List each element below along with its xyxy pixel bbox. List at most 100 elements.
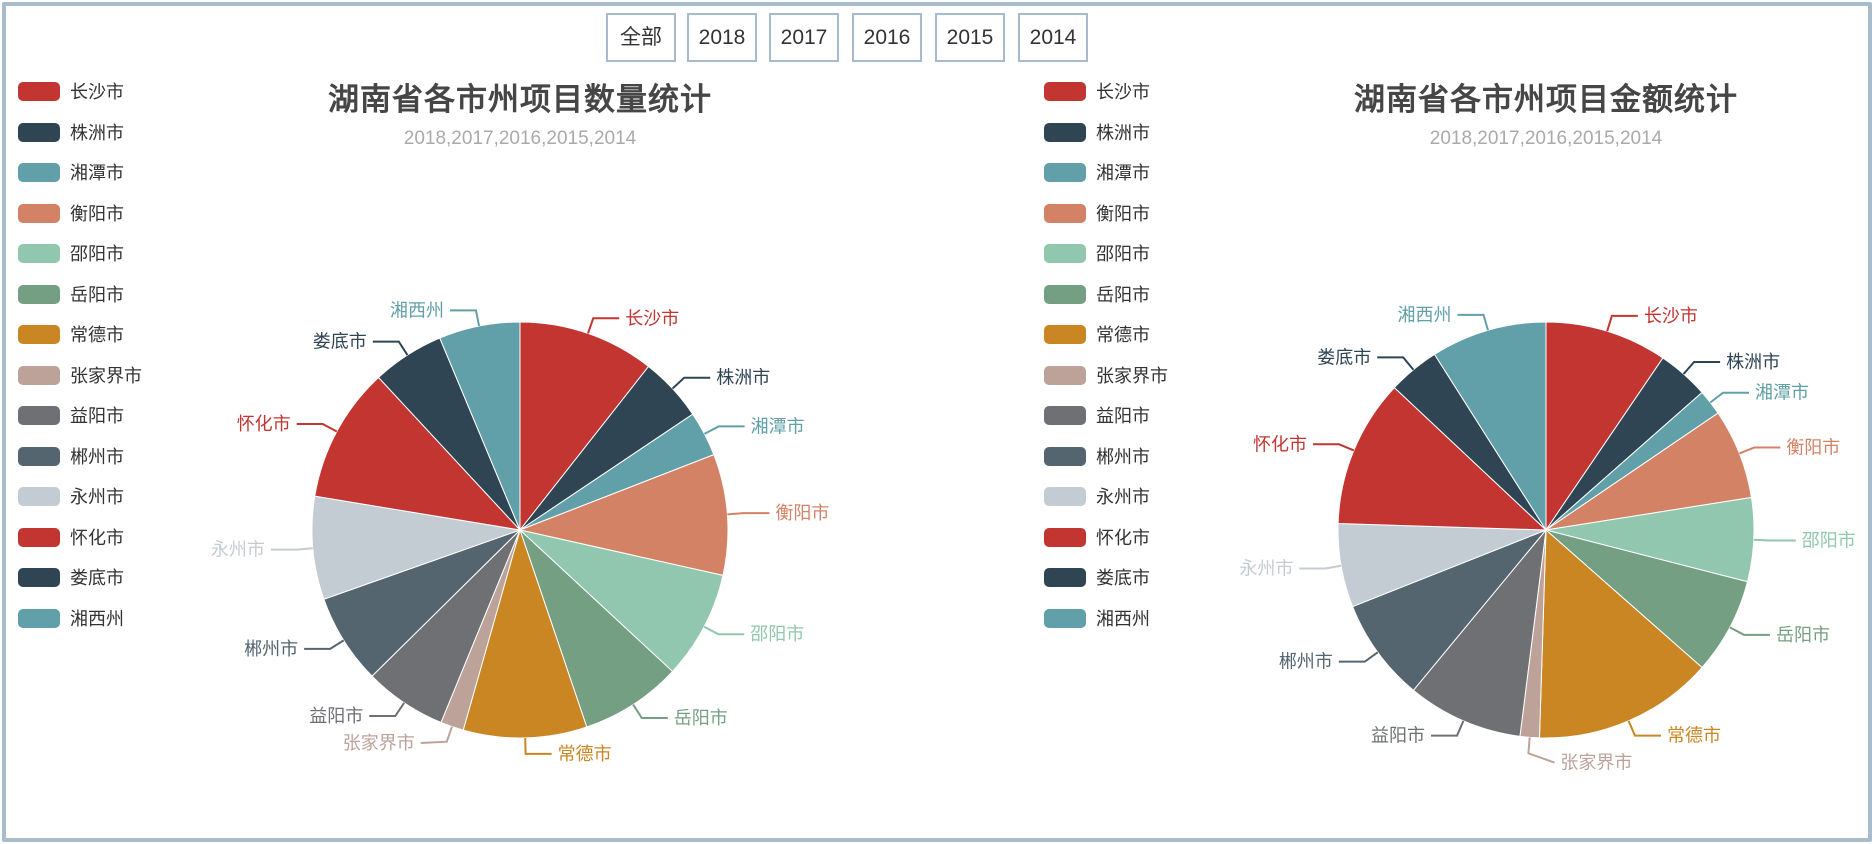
legend-color-chip bbox=[18, 446, 60, 466]
legend-color-chip bbox=[1044, 446, 1086, 466]
legend-color-chip bbox=[1044, 568, 1086, 587]
legend-label: 益阳市 bbox=[1096, 406, 1150, 426]
pie-label-line bbox=[1709, 391, 1749, 404]
pie-slice-label: 郴州市 bbox=[1279, 652, 1333, 672]
pie-label-line bbox=[1627, 720, 1661, 737]
pie-slice-label: 长沙市 bbox=[1644, 306, 1698, 326]
pie-slice-label: 衡阳市 bbox=[775, 503, 829, 523]
filter-button-2018[interactable]: 2018 bbox=[687, 13, 757, 62]
legend-label: 岳阳市 bbox=[70, 284, 124, 305]
pie-slice-label: 怀化市 bbox=[237, 414, 291, 434]
legend-label: 长沙市 bbox=[1096, 82, 1150, 102]
pie-slice-label: 张家界市 bbox=[343, 733, 415, 753]
legend-label: 株洲市 bbox=[1096, 122, 1150, 143]
pie-label-line bbox=[369, 702, 406, 718]
pie-label-line bbox=[1338, 651, 1379, 663]
pie-slice-label: 益阳市 bbox=[309, 706, 363, 726]
legend-color-chip bbox=[18, 82, 60, 101]
legend-color-chip bbox=[18, 244, 60, 263]
legend-label: 永州市 bbox=[1096, 487, 1150, 507]
filter-button-2015[interactable]: 2015 bbox=[935, 13, 1005, 62]
pie-label-line bbox=[703, 425, 745, 435]
pie-slice-label: 湘西州 bbox=[390, 300, 444, 320]
pie-slice-1-11[interactable] bbox=[1337, 386, 1548, 531]
legend-label: 长沙市 bbox=[70, 82, 124, 102]
legend-color-chip bbox=[18, 487, 60, 506]
pie-slice-1-9[interactable] bbox=[1351, 529, 1547, 691]
legend-label: 湘西州 bbox=[1096, 608, 1150, 629]
pie-slice-label: 岳阳市 bbox=[674, 708, 728, 728]
pie-slice-label: 常德市 bbox=[1667, 726, 1721, 746]
legend-label: 常德市 bbox=[1096, 325, 1150, 345]
legend-label: 岳阳市 bbox=[1096, 284, 1150, 305]
pie-label-line bbox=[449, 309, 481, 327]
pie-slice-label: 株洲市 bbox=[716, 368, 770, 388]
pie-label-line bbox=[1606, 314, 1638, 332]
pie-slice-label: 衡阳市 bbox=[1786, 438, 1840, 458]
legend-color-chip bbox=[1044, 203, 1086, 223]
pie-slice-1-0[interactable] bbox=[1545, 321, 1664, 532]
legend-label: 邵阳市 bbox=[1096, 244, 1150, 264]
legend-color-chip bbox=[18, 406, 60, 425]
pie-slice-label: 郴州市 bbox=[244, 639, 298, 659]
legend-color-chip bbox=[18, 365, 60, 385]
legend-label: 湘潭市 bbox=[70, 163, 124, 183]
legend-label: 郴州市 bbox=[1096, 446, 1150, 467]
legend-color-chip bbox=[1044, 163, 1086, 182]
pie-slice-label: 邵阳市 bbox=[750, 624, 804, 644]
filter-button-2016[interactable]: 2016 bbox=[852, 13, 922, 62]
legend-label: 常德市 bbox=[70, 325, 124, 345]
pie-label-line bbox=[1527, 737, 1555, 764]
pie-slice-label: 邵阳市 bbox=[1802, 531, 1856, 551]
legend-label: 张家界市 bbox=[1096, 365, 1168, 386]
legend-color-chip bbox=[1044, 487, 1086, 506]
pie-slice-0-5[interactable] bbox=[519, 529, 674, 728]
pie-slice-label: 岳阳市 bbox=[1776, 625, 1830, 645]
legend-label: 娄底市 bbox=[1096, 568, 1150, 588]
pie-label-line bbox=[1313, 443, 1355, 452]
legend-label: 怀化市 bbox=[1096, 527, 1150, 548]
legend-color-chip bbox=[1044, 122, 1086, 142]
pie-slice-label: 永州市 bbox=[1239, 559, 1293, 579]
legend-label: 湘西州 bbox=[70, 608, 124, 629]
pie-label-line bbox=[524, 737, 552, 755]
legend-label: 郴州市 bbox=[70, 446, 124, 467]
pie-slice-label: 娄底市 bbox=[1317, 347, 1371, 367]
pie-slice-label: 益阳市 bbox=[1371, 726, 1425, 746]
legend-color-chip bbox=[1044, 244, 1086, 263]
legend-label: 衡阳市 bbox=[70, 203, 124, 224]
legend-label: 衡阳市 bbox=[1096, 203, 1150, 224]
pie-slice-0-6[interactable] bbox=[462, 528, 588, 739]
pie-slice-label: 怀化市 bbox=[1253, 434, 1307, 454]
legend-color-chip bbox=[1044, 325, 1086, 344]
pie-label-line bbox=[420, 726, 453, 745]
filter-button-2017[interactable]: 2017 bbox=[769, 13, 839, 62]
pie-label-line bbox=[1729, 626, 1770, 636]
pie-label-line bbox=[1299, 564, 1342, 570]
legend-color-chip bbox=[18, 284, 60, 304]
filter-button-2014[interactable]: 2014 bbox=[1018, 13, 1088, 62]
pie-label-line bbox=[671, 376, 711, 390]
pie-label-line bbox=[1739, 446, 1781, 455]
pie-slice-label: 娄底市 bbox=[313, 332, 367, 352]
pie-slice-label: 湘西州 bbox=[1398, 305, 1452, 325]
legend-label: 邵阳市 bbox=[70, 244, 124, 264]
legend-color-chip bbox=[1044, 82, 1086, 101]
pie-slice-1-8[interactable] bbox=[1412, 528, 1547, 737]
pie-label-line bbox=[632, 704, 668, 719]
legend-label: 益阳市 bbox=[70, 406, 124, 426]
legend-color-chip bbox=[1044, 406, 1086, 425]
pie-slice-0-13[interactable] bbox=[439, 321, 521, 531]
pie-slice-0-3[interactable] bbox=[518, 453, 729, 576]
pie-slice-label: 株洲市 bbox=[1726, 352, 1780, 372]
legend-color-chip bbox=[18, 122, 60, 142]
pie-slice-1-6[interactable] bbox=[1538, 528, 1703, 739]
legend-label: 永州市 bbox=[70, 487, 124, 507]
legend-label: 张家界市 bbox=[70, 365, 142, 386]
filter-button-all[interactable]: 全部 bbox=[606, 13, 676, 62]
pie-slice-1-13[interactable] bbox=[1433, 321, 1547, 532]
pie-label-line bbox=[1431, 720, 1465, 737]
pie-slice-1-5[interactable] bbox=[1545, 529, 1749, 669]
pie-label-line bbox=[1457, 313, 1489, 331]
